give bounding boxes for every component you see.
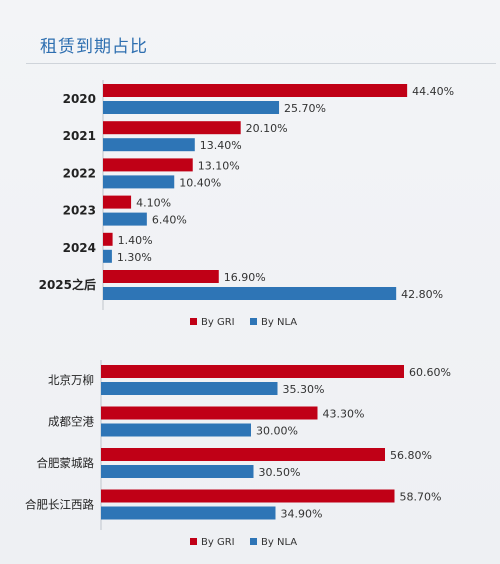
chart2-value-label: 43.30%	[323, 408, 365, 421]
chart1-bar-nla	[103, 287, 397, 300]
chart1-value-label: 13.40%	[200, 139, 242, 152]
chart1-legend-swatch	[250, 318, 257, 325]
chart1-legend-swatch	[190, 318, 197, 325]
chart2-category-label: 合肥长江西路	[25, 498, 94, 512]
chart1-value-label: 1.30%	[117, 251, 152, 264]
chart2-bar-nla	[101, 465, 254, 478]
chart1-bar-gri	[103, 195, 132, 209]
chart1-category-label: 2020	[63, 92, 96, 106]
chart1-value-label: 6.40%	[152, 214, 187, 227]
chart2-value-label: 34.90%	[281, 508, 323, 521]
chart1-value-label: 44.40%	[412, 85, 454, 98]
chart2-value-label: 60.60%	[409, 366, 451, 379]
chart1-legend-label: By GRI	[201, 317, 235, 328]
chart1-bar-gri	[103, 84, 408, 97]
chart2-category-label: 合肥蒙城路	[37, 456, 95, 470]
chart1-category-label: 2021	[63, 129, 96, 143]
chart2-bar-nla	[101, 423, 251, 437]
chart1-value-label: 16.90%	[224, 271, 266, 284]
chart2-legend-swatch	[250, 538, 257, 545]
chart2-category-label: 成都空港	[48, 415, 94, 429]
chart2-legend-label: By GRI	[201, 537, 235, 548]
chart1-bar-nla	[103, 212, 147, 226]
chart1-category-label: 2022	[63, 166, 96, 180]
chart2-bar-gri	[101, 365, 404, 378]
chart1-value-label: 10.40%	[179, 176, 221, 189]
title-divider	[26, 63, 496, 64]
chart2-bar-gri	[101, 448, 385, 461]
chart2-bar-nla	[101, 382, 278, 395]
chart2-legend-label: By NLA	[261, 537, 297, 548]
chart1-category-label: 2025之后	[39, 277, 96, 292]
chart2-legend-swatch	[190, 538, 197, 545]
chart2-value-label: 30.00%	[256, 425, 298, 438]
chart1-bar-nla	[103, 101, 280, 114]
chart2-value-label: 58.70%	[400, 491, 442, 504]
chart2-category-label: 北京万柳	[48, 373, 94, 387]
page-title: 租赁到期占比	[40, 37, 148, 57]
chart1-value-label: 1.40%	[118, 234, 153, 247]
chart1-bar-nla	[103, 175, 175, 189]
chart2-value-label: 30.50%	[259, 466, 301, 479]
chart1-value-label: 20.10%	[246, 122, 288, 135]
chart1-bar-gri	[103, 270, 219, 283]
chart1-value-label: 42.80%	[401, 288, 443, 301]
chart1-legend-label: By NLA	[261, 317, 297, 328]
chart1-bar-gri	[103, 158, 193, 172]
chart1-category-label: 2024	[63, 241, 96, 255]
chart1-bar-gri	[103, 121, 241, 135]
chart2-bar-gri	[101, 406, 318, 420]
chart1-category-label: 2023	[63, 204, 96, 218]
chart1-value-label: 25.70%	[284, 102, 326, 115]
chart1-bar-nla	[103, 249, 112, 263]
chart1-bar-nla	[103, 138, 195, 152]
chart2-bar-gri	[101, 489, 395, 503]
chart2-value-label: 35.30%	[283, 383, 325, 396]
chart2-value-label: 56.80%	[390, 449, 432, 462]
chart1-bar-gri	[103, 232, 113, 246]
chart1-value-label: 4.10%	[136, 197, 171, 210]
chart1-value-label: 13.10%	[198, 159, 240, 172]
chart2-bar-nla	[101, 506, 276, 520]
